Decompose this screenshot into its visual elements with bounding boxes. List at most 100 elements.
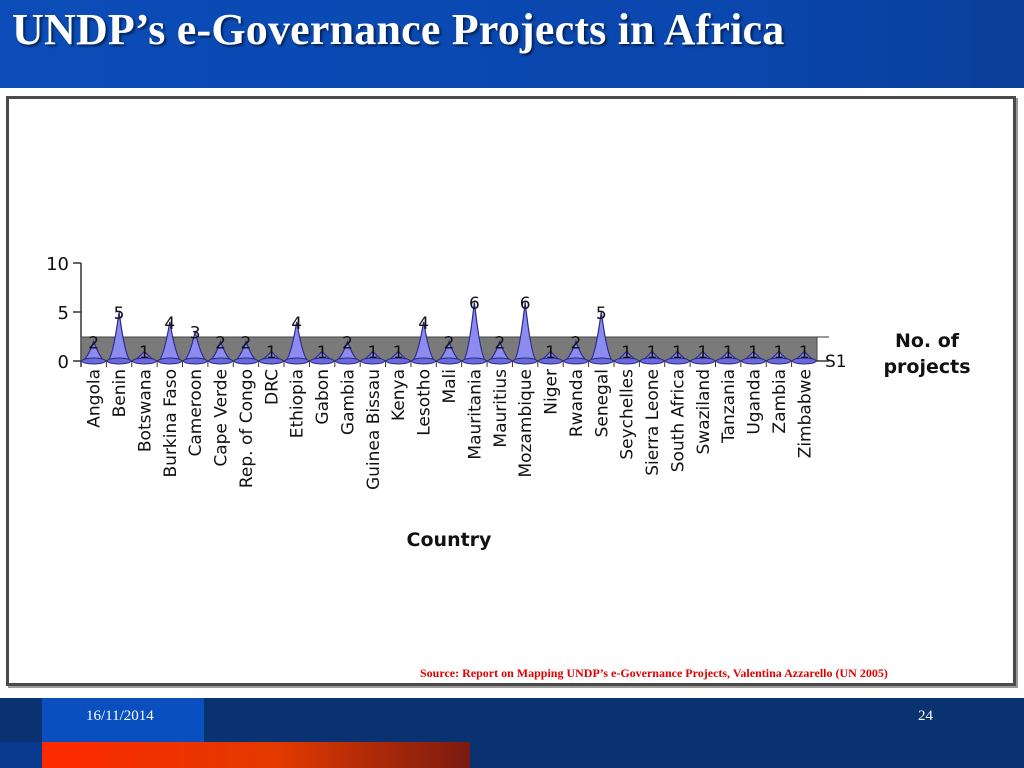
- x-tick-label: Gambia: [338, 369, 358, 435]
- x-tick-label: Zambia: [770, 369, 790, 434]
- bar-base: [538, 357, 563, 365]
- x-tick-label: Senegal: [592, 369, 612, 437]
- bar-base: [512, 357, 538, 365]
- footer-page-number: 24: [918, 708, 933, 724]
- data-label: 4: [418, 314, 429, 334]
- slide-header: UNDP’s e-Governance Projects in Africa: [0, 0, 1024, 88]
- bar-benin: [107, 311, 132, 362]
- bar-base: [741, 357, 766, 365]
- bar-base: [106, 357, 132, 365]
- x-tick-label: Benin: [110, 369, 130, 417]
- bar-base: [233, 357, 259, 365]
- data-label: 1: [774, 343, 785, 363]
- x-tick-label: Rwanda: [567, 369, 587, 437]
- bar-base: [284, 357, 309, 365]
- x-tick-label: Mozambique: [516, 369, 536, 478]
- x-tick-label: Cape Verde: [212, 369, 232, 467]
- data-label: 1: [621, 343, 632, 363]
- data-label: 1: [545, 343, 556, 363]
- data-label: 1: [672, 343, 683, 363]
- bar-senegal: [589, 311, 614, 362]
- bar-base: [715, 357, 741, 365]
- bar-base: [208, 357, 233, 365]
- y-axis: 0 5 10: [46, 254, 82, 373]
- x-tick-label: Kenya: [389, 369, 409, 421]
- bar-base: [183, 357, 208, 365]
- bar-base: [690, 357, 715, 365]
- x-axis-title: Country: [407, 529, 493, 551]
- data-label: 2: [444, 333, 455, 353]
- data-label: 1: [748, 343, 759, 363]
- data-label: 3: [190, 324, 201, 344]
- data-label: 1: [317, 343, 328, 363]
- x-tick-label: DRC: [262, 369, 282, 405]
- bar-base: [335, 357, 360, 365]
- bar-base: [411, 357, 436, 365]
- data-label: 2: [241, 333, 252, 353]
- y-axis-title-line2: projects: [883, 356, 970, 378]
- x-tick-label: Cameroon: [186, 369, 206, 457]
- data-label: 2: [570, 333, 581, 353]
- x-tick-label: Ethiopia: [288, 369, 308, 438]
- x-tick-label: Mali: [440, 369, 460, 404]
- data-label: 1: [697, 343, 708, 363]
- bar-base: [766, 357, 792, 365]
- footer-date-block: [42, 698, 204, 742]
- bar-base: [386, 357, 411, 365]
- bar-base: [436, 357, 462, 365]
- source-citation: Source: Report on Mapping UNDP’s e-Gover…: [420, 666, 888, 680]
- x-tick-label: Sierra Leone: [643, 369, 663, 476]
- x-tick-label: Tanzania: [719, 369, 739, 444]
- bar-base: [614, 357, 639, 365]
- data-label: 1: [723, 343, 734, 363]
- y-axis-title-line1: No. of: [895, 330, 960, 352]
- data-label: 1: [139, 343, 150, 363]
- bar-base: [81, 357, 106, 365]
- bar-series: [81, 302, 817, 365]
- x-tick-label: Mauritius: [491, 369, 511, 448]
- x-tick-label: Rep. of Congo: [237, 369, 257, 488]
- data-label: 2: [342, 333, 353, 353]
- data-label: 1: [647, 343, 658, 363]
- data-label: 5: [114, 304, 125, 324]
- bar-base: [462, 357, 487, 365]
- data-label: 6: [520, 294, 531, 314]
- data-label: 1: [393, 343, 404, 363]
- data-label: 2: [215, 333, 226, 353]
- bar-base: [157, 357, 183, 365]
- bar-mozambique: [513, 302, 538, 362]
- legend-series-name: S1: [825, 352, 847, 372]
- data-label: 1: [266, 343, 277, 363]
- data-label: 1: [799, 343, 810, 363]
- footer-date: 16/11/2014: [86, 708, 154, 724]
- slide-title: UNDP’s e-Governance Projects in Africa: [12, 5, 785, 54]
- x-tick-label: Seychelles: [618, 369, 638, 460]
- x-tick-label: South Africa: [668, 369, 688, 472]
- footer-accent-bar: [42, 742, 470, 768]
- data-label: 4: [291, 314, 302, 334]
- x-tick-labels: Angola Benin Botswana Burkina Faso Cameroon C…: [80, 361, 815, 490]
- bar-base: [792, 357, 817, 365]
- x-tick-label: Mauritania: [465, 369, 485, 460]
- x-tick-label: Guinea Bissau: [364, 369, 384, 490]
- bar-mauritania: [462, 302, 487, 362]
- bar-base: [360, 357, 386, 365]
- bar-base: [259, 357, 284, 365]
- x-tick-label: Botswana: [135, 369, 155, 452]
- bar-base: [487, 357, 512, 365]
- x-tick-label: Uganda: [745, 369, 765, 435]
- data-label: 2: [494, 333, 505, 353]
- data-label: 6: [469, 294, 480, 314]
- x-tick-label: Angola: [85, 369, 105, 428]
- bar-base: [665, 357, 690, 365]
- y-tick-label: 10: [46, 254, 69, 275]
- data-label: 1: [367, 343, 378, 363]
- data-label: 4: [164, 314, 175, 334]
- y-tick-label: 0: [58, 352, 69, 373]
- x-tick-label: Lesotho: [415, 369, 435, 436]
- x-tick-label: Swaziland: [694, 369, 714, 454]
